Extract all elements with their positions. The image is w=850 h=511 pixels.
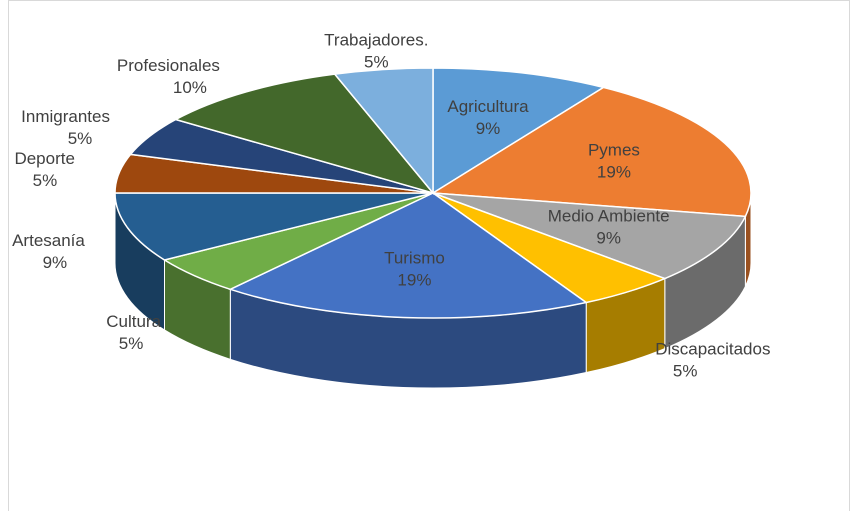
slice — [432, 67, 606, 195]
data-label-name: Turismo — [384, 249, 445, 268]
data-label: 5% — [119, 334, 144, 353]
data-label-name: Profesionales — [117, 56, 220, 75]
data-label-name: Inmigrantes — [21, 107, 110, 126]
data-label-name: Deporte — [14, 149, 74, 168]
slice — [173, 73, 436, 195]
data-label: 9% — [476, 119, 501, 138]
data-label-name: Trabajadores. — [324, 31, 428, 50]
data-label: 10% — [173, 78, 207, 97]
slice — [114, 192, 434, 261]
data-label-name: Agricultura — [447, 97, 529, 116]
data-label: 5% — [364, 53, 389, 72]
data-label: 19% — [397, 271, 431, 290]
data-label-name: Medio Ambiente — [548, 207, 670, 226]
data-label: 5% — [68, 129, 93, 148]
slice — [228, 192, 589, 319]
data-label-name: Artesanía — [12, 231, 85, 250]
data-label: 9% — [43, 253, 68, 272]
slice — [432, 192, 747, 280]
data-label: 5% — [33, 171, 58, 190]
data-label-name: Cultura — [106, 312, 161, 331]
data-label: 19% — [597, 163, 631, 182]
data-label-name: Pymes — [588, 141, 640, 160]
slice — [430, 86, 752, 218]
slice — [333, 67, 434, 196]
data-label: 9% — [596, 229, 621, 248]
data-label: 5% — [673, 361, 698, 380]
data-label-name: Discapacitados — [655, 339, 770, 358]
